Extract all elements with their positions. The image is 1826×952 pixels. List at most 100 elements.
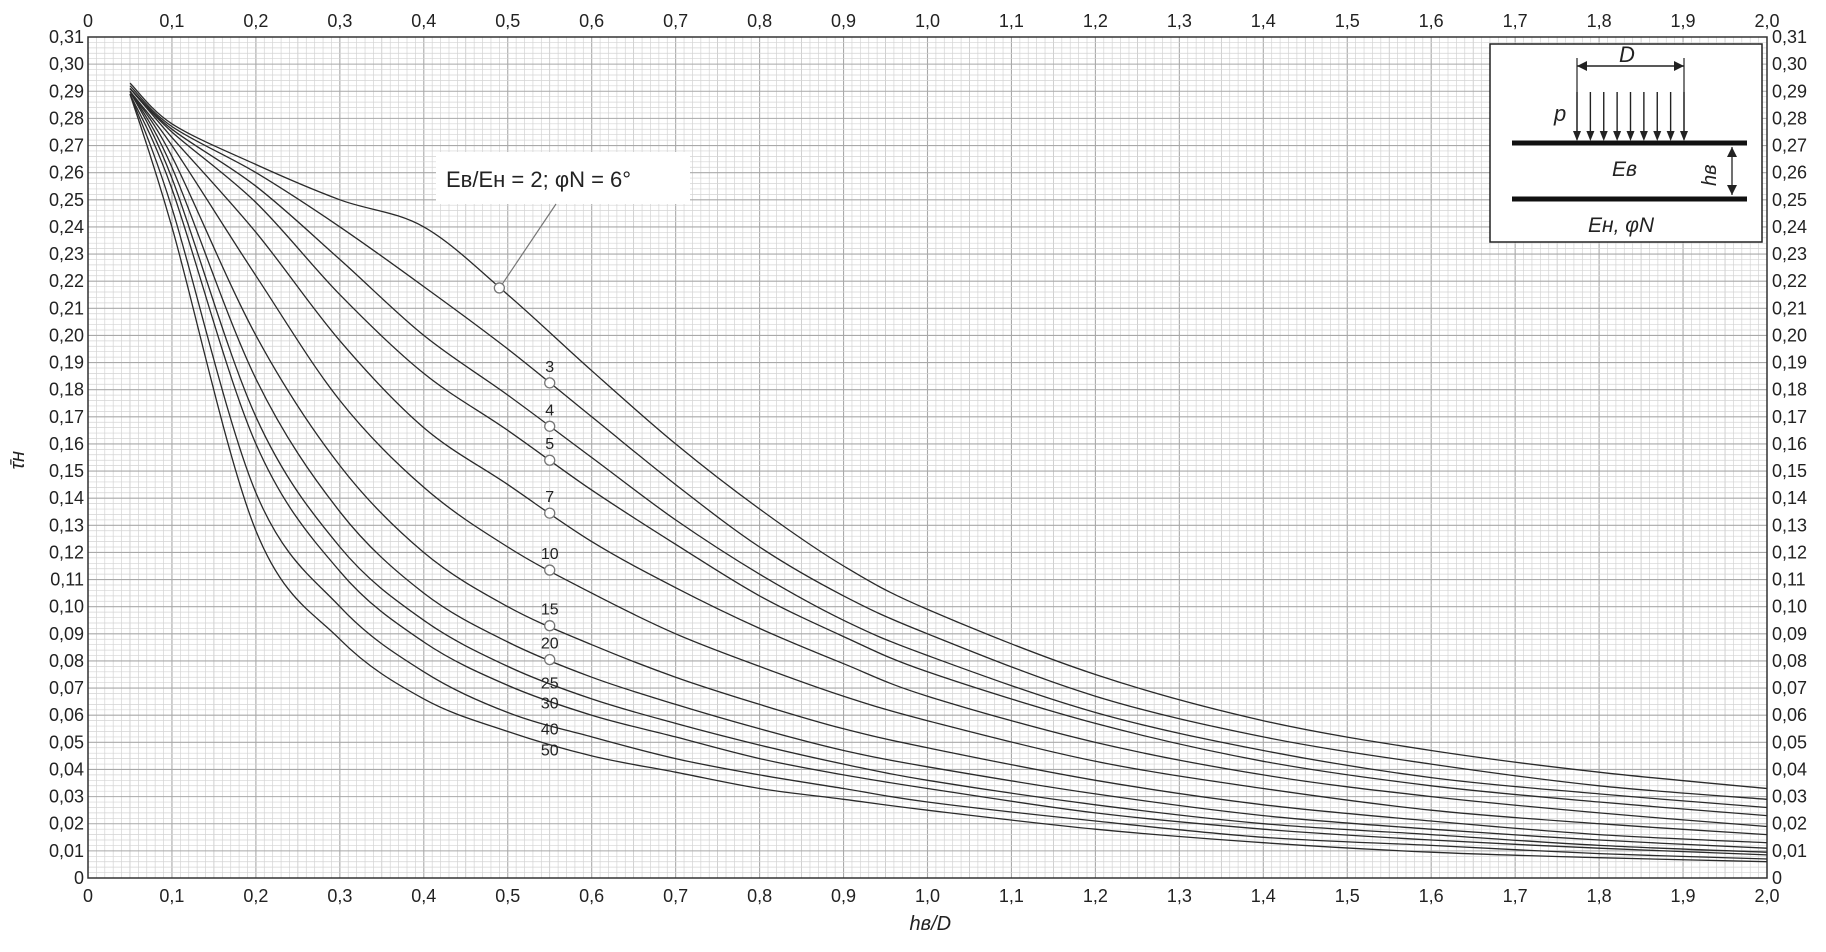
- y-tick-label-right: 0,28: [1772, 108, 1807, 128]
- series-marker-5: [544, 454, 556, 466]
- y-tick-label-right: 0,22: [1772, 271, 1807, 291]
- y-tick-label-right: 0,05: [1772, 732, 1807, 752]
- y-tick-label-right: 0,02: [1772, 814, 1807, 834]
- series-marker-4: [544, 420, 556, 432]
- y-tick-label-right: 0,18: [1772, 380, 1807, 400]
- y-tick-label-right: 0: [1772, 868, 1782, 888]
- series-label-15: 15: [541, 602, 559, 619]
- label-p: p: [1553, 101, 1566, 126]
- y-tick-label-left: 0,18: [49, 380, 84, 400]
- label-hv: hв: [1699, 164, 1721, 186]
- y-tick-label-left: 0,14: [49, 488, 84, 508]
- y-axis-ticks: 0 0 0,01 0,01 0,02 0,02 0,03 0,03 0,04 0,04 0,05 0,…: [49, 27, 1807, 888]
- series-line-3: [129, 85, 1768, 800]
- x-tick-label-top: 0,9: [831, 11, 856, 31]
- x-tick-label-bottom: 1,4: [1251, 886, 1276, 906]
- y-tick-label-right: 0,29: [1772, 81, 1807, 101]
- x-tick-label-top: 0,4: [411, 11, 436, 31]
- x-tick-label-top: 0,6: [579, 11, 604, 31]
- load-arrow-head: [1599, 131, 1608, 141]
- y-tick-label-right: 0,25: [1772, 190, 1807, 210]
- load-arrow-head: [1586, 131, 1595, 141]
- series-label-3: 3: [545, 359, 554, 376]
- y-tick-label-left: 0,17: [49, 407, 84, 427]
- y-tick-label-left: 0,20: [49, 325, 84, 345]
- y-axis-label: τ̄н: [7, 451, 29, 470]
- x-tick-label-bottom: 0: [83, 886, 93, 906]
- label-d: D: [1619, 42, 1635, 67]
- series-line-7: [129, 88, 1768, 828]
- y-tick-label-right: 0,04: [1772, 759, 1807, 779]
- x-tick-label-bottom: 0,8: [747, 886, 772, 906]
- annotation-leader-line: [501, 203, 557, 285]
- series-marker-2: [493, 282, 506, 294]
- inset-diagram: D p Eв hв Eн, φN: [1489, 42, 1763, 243]
- load-arrow-head: [1626, 131, 1635, 141]
- annotation-background: [436, 152, 690, 204]
- y-tick-label-right: 0,26: [1772, 163, 1807, 183]
- series-line-15: [129, 90, 1768, 844]
- y-tick-label-right: 0,27: [1772, 136, 1807, 156]
- x-tick-label-bottom: 0,4: [411, 886, 436, 906]
- chart-series: [129, 82, 1768, 863]
- y-tick-label-left: 0,06: [49, 705, 84, 725]
- x-tick-label-top: 0,3: [327, 11, 352, 31]
- y-tick-label-right: 0,14: [1772, 488, 1807, 508]
- y-tick-label-right: 0,31: [1772, 27, 1807, 47]
- x-axis-ticks: 0 0 0,1 0,1 0,2 0,2 0,3 0,3 0,4 0,4 0,5 0,5 0,6 0,6 0,…: [83, 11, 1780, 906]
- y-tick-label-right: 0,07: [1772, 678, 1807, 698]
- load-arrow-head: [1613, 131, 1622, 141]
- y-tick-label-right: 0,03: [1772, 787, 1807, 807]
- y-tick-label-right: 0,09: [1772, 624, 1807, 644]
- series-label-10: 10: [541, 546, 559, 563]
- load-arrow-head: [1639, 131, 1648, 141]
- x-tick-label-top: 1,6: [1419, 11, 1444, 31]
- y-tick-label-left: 0,07: [49, 678, 84, 698]
- load-arrow-head: [1653, 131, 1662, 141]
- series-label-4: 4: [545, 402, 554, 419]
- y-tick-label-left: 0,31: [49, 27, 84, 47]
- x-tick-label-bottom: 1,8: [1587, 886, 1612, 906]
- load-arrow-head: [1573, 131, 1581, 141]
- x-tick-label-bottom: 0,1: [159, 886, 184, 906]
- series-label-50: 50: [541, 743, 559, 760]
- series-line-20: [129, 90, 1768, 849]
- curve-labels: 3 4 5 7 10 15 20 25 30 40 50: [493, 282, 559, 760]
- x-tick-label-bottom: 1,9: [1671, 886, 1696, 906]
- x-tick-label-top: 1,7: [1503, 11, 1528, 31]
- dimension-arrow-left: [1577, 61, 1587, 71]
- y-tick-label-right: 0,13: [1772, 515, 1807, 535]
- x-tick-label-top: 0: [83, 11, 93, 31]
- y-tick-label-left: 0,02: [49, 814, 84, 834]
- y-tick-label-right: 0,20: [1772, 325, 1807, 345]
- x-tick-label-top: 0,7: [663, 11, 688, 31]
- y-tick-label-left: 0,15: [49, 461, 84, 481]
- plot-frame: [87, 36, 1768, 879]
- series-line-30: [129, 93, 1768, 856]
- y-tick-label-right: 0,08: [1772, 651, 1807, 671]
- y-tick-label-right: 0,21: [1772, 298, 1807, 318]
- y-tick-label-left: 0,28: [49, 108, 84, 128]
- x-tick-label-bottom: 1,0: [915, 886, 940, 906]
- x-tick-label-top: 1,0: [915, 11, 940, 31]
- y-tick-label-left: 0,13: [49, 515, 84, 535]
- x-tick-label-bottom: 0,9: [831, 886, 856, 906]
- load-arrow-head: [1666, 131, 1675, 141]
- chart-grid: [87, 36, 1768, 879]
- y-tick-label-left: 0,09: [49, 624, 84, 644]
- y-tick-label-left: 0,10: [49, 597, 84, 617]
- thickness-arrow-top: [1727, 147, 1737, 157]
- x-tick-label-bottom: 0,6: [579, 886, 604, 906]
- y-tick-label-right: 0,15: [1772, 461, 1807, 481]
- series-label-7: 7: [545, 489, 554, 506]
- x-tick-label-bottom: 1,6: [1419, 886, 1444, 906]
- x-tick-label-top: 2,0: [1754, 11, 1779, 31]
- x-tick-label-top: 0,1: [159, 11, 184, 31]
- x-tick-label-top: 1,5: [1335, 11, 1360, 31]
- x-tick-label-bottom: 1,2: [1083, 886, 1108, 906]
- series-line-5: [129, 88, 1768, 817]
- y-tick-label-left: 0,19: [49, 353, 84, 373]
- series-label-20: 20: [541, 636, 559, 653]
- y-tick-label-right: 0,16: [1772, 434, 1807, 454]
